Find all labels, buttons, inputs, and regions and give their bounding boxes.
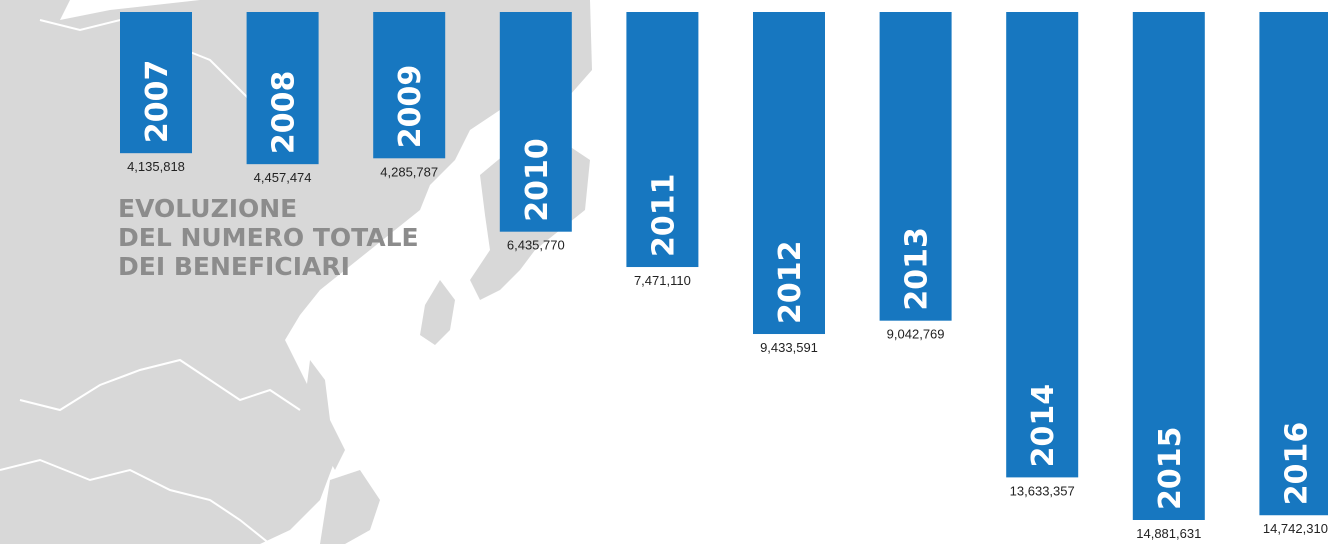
- year-label: 2007: [140, 60, 175, 144]
- year-label: 2011: [646, 174, 681, 258]
- chart-title: DEI BENEFICIARI: [118, 252, 350, 281]
- year-label: 2009: [393, 65, 428, 149]
- bar: [879, 12, 952, 321]
- value-label: 9,042,769: [887, 327, 945, 342]
- value-label: 4,135,818: [127, 159, 185, 174]
- year-label: 2010: [520, 138, 555, 222]
- bar: [120, 12, 192, 154]
- bar: [753, 12, 825, 335]
- chart-title: EVOLUZIONE: [118, 194, 297, 223]
- bar: [1132, 12, 1205, 520]
- year-label: 2016: [1279, 422, 1314, 506]
- value-label: 6,435,770: [507, 238, 565, 253]
- bar: [626, 12, 699, 268]
- year-label: 2015: [1153, 427, 1188, 511]
- bar: [1259, 12, 1328, 516]
- chart-title: DEL NUMERO TOTALE: [118, 223, 419, 252]
- value-label: 7,471,110: [634, 273, 691, 288]
- year-label: 2008: [267, 71, 302, 155]
- year-label: 2013: [900, 227, 935, 311]
- value-label: 4,457,474: [254, 170, 312, 185]
- value-label: 4,285,787: [380, 164, 438, 179]
- year-label: 2012: [773, 241, 808, 325]
- bar: [246, 12, 319, 165]
- value-label: 14,881,631: [1136, 526, 1201, 541]
- value-label: 13,633,357: [1010, 483, 1075, 498]
- value-label: 14,742,310: [1263, 521, 1328, 536]
- bar: [499, 12, 572, 232]
- bar: [1006, 12, 1079, 478]
- year-label: 2014: [1026, 384, 1061, 468]
- bar: [373, 12, 446, 159]
- value-label: 9,433,591: [760, 340, 818, 355]
